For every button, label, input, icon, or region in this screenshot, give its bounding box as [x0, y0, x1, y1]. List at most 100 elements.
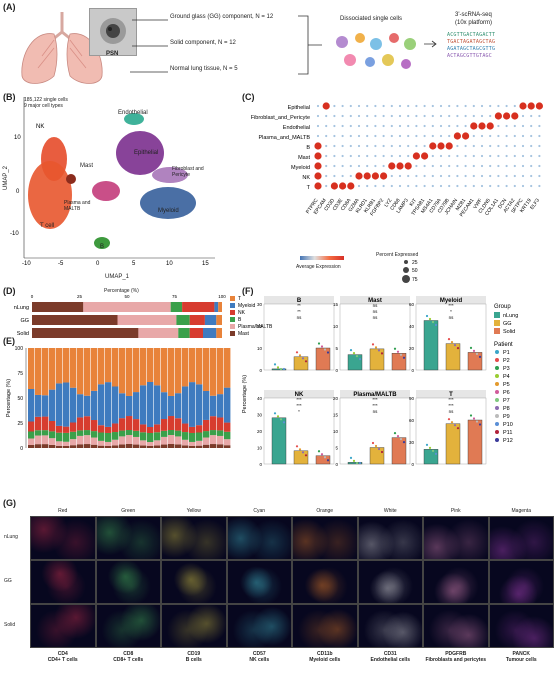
- e-bar-segment: [154, 440, 161, 446]
- f-ytick: 30: [409, 440, 415, 445]
- f-bar: [467, 352, 483, 371]
- e-bar-segment: [224, 445, 231, 448]
- e-bar-segment: [161, 392, 168, 420]
- dot-mark: [374, 134, 377, 138]
- e-bar-segment: [77, 417, 84, 431]
- dot-mark: [366, 164, 369, 168]
- dot-mark: [341, 144, 344, 148]
- single-cells-illustration: [336, 33, 416, 69]
- umap-label-myeloid: Myeloid: [158, 208, 179, 214]
- dot-mark: [462, 132, 470, 140]
- d-legend-swatch: [230, 303, 235, 308]
- psn-ct-image: [89, 8, 137, 56]
- g-micrograph: [292, 604, 358, 648]
- e-bar-segment: [119, 436, 126, 445]
- dot-mark: [396, 162, 404, 170]
- dot-mark: [489, 184, 492, 188]
- f-patient-label: P1: [503, 350, 510, 356]
- f-point: [475, 352, 479, 355]
- seq-title: 3'-scRNA-seq: [455, 12, 492, 18]
- e-bar-segment: [217, 417, 224, 431]
- e-bar-segment: [77, 430, 84, 436]
- dot-mark: [333, 124, 336, 128]
- f-sig: ***: [296, 403, 302, 408]
- f-sig: **: [297, 303, 301, 308]
- f-point: [304, 454, 308, 457]
- f-sig: ns: [373, 309, 379, 314]
- e-bar-segment: [98, 440, 105, 446]
- dot-mark: [390, 154, 393, 158]
- f-bar: [391, 353, 407, 371]
- g-micrograph: [423, 604, 489, 648]
- f-sig: ns: [449, 409, 455, 414]
- dot-mark: [456, 104, 459, 108]
- panel-f-letter: (F): [242, 286, 254, 296]
- f-point: [304, 360, 308, 363]
- dot-mark: [530, 124, 533, 128]
- dot-mark: [464, 104, 467, 108]
- f-point: [374, 346, 378, 349]
- f-point: [428, 317, 432, 321]
- dot-mark: [538, 124, 541, 128]
- dot-mark: [349, 154, 352, 158]
- e-bar-segment: [189, 445, 196, 448]
- e-bar-segment: [42, 430, 49, 436]
- dot-mark: [382, 104, 385, 108]
- dot-mark: [530, 134, 533, 138]
- f-point: [371, 441, 375, 445]
- dot-mark: [456, 124, 459, 128]
- dot-mark: [423, 184, 426, 188]
- d-bar-segment: [138, 328, 179, 338]
- d-tick: 75: [172, 294, 178, 299]
- dot-mark: [366, 134, 369, 138]
- dot-mark: [489, 174, 492, 178]
- g-marker-name: CD31: [383, 651, 397, 657]
- e-bar-segment: [56, 383, 63, 426]
- g-marker-cell: Fibroblasts and pericytes: [425, 657, 487, 663]
- dot-mark: [530, 154, 533, 158]
- g-channel-label: Pink: [450, 508, 461, 514]
- dot-mark: [374, 104, 377, 108]
- cluster-b: [94, 237, 110, 249]
- f-group-label: GG: [503, 321, 512, 327]
- dot-mark: [431, 104, 434, 108]
- f-group-label: Solid: [503, 329, 515, 335]
- f-patient-swatch: [495, 382, 499, 386]
- f-ytick: 40: [409, 324, 415, 329]
- d-axis-title: Percentage (%): [104, 288, 139, 294]
- dot-mark: [341, 124, 344, 128]
- f-patient-swatch: [495, 430, 499, 434]
- dot-mark: [439, 114, 443, 118]
- umap-ytick: 0: [16, 189, 20, 195]
- f-point: [434, 452, 438, 455]
- dot-mark: [325, 174, 328, 178]
- f-point: [349, 456, 353, 459]
- dot-mark: [480, 114, 484, 118]
- dot-mark: [347, 182, 355, 190]
- dot-mark: [472, 104, 475, 108]
- f-bar: [315, 455, 331, 465]
- dot-mark: [415, 184, 418, 188]
- f-strip: [416, 296, 486, 304]
- d-bar-segment: [83, 302, 171, 312]
- e-bar-segment: [84, 348, 91, 396]
- g-row-label: GG: [4, 578, 12, 584]
- e-bar-segment: [196, 440, 203, 446]
- g-marker-label: CD31 Endothelial cells: [358, 651, 424, 663]
- e-bar-segment: [189, 348, 196, 383]
- g-marker-name: CD11b: [316, 651, 333, 657]
- dot-mark: [415, 104, 418, 108]
- d-group-label: GG: [20, 318, 29, 324]
- e-bar-segment: [182, 348, 189, 387]
- f-sig: **: [297, 309, 301, 314]
- f-bar: [347, 354, 363, 371]
- f-point: [447, 338, 451, 341]
- f-point: [326, 351, 330, 354]
- e-bar-segment: [161, 419, 168, 431]
- f-patient-swatch: [495, 390, 499, 394]
- dot-mark: [439, 104, 443, 108]
- e-bar-segment: [112, 439, 119, 446]
- e-bar-segment: [196, 348, 203, 385]
- dot-mark: [325, 134, 328, 138]
- f-patient-swatch: [495, 350, 499, 354]
